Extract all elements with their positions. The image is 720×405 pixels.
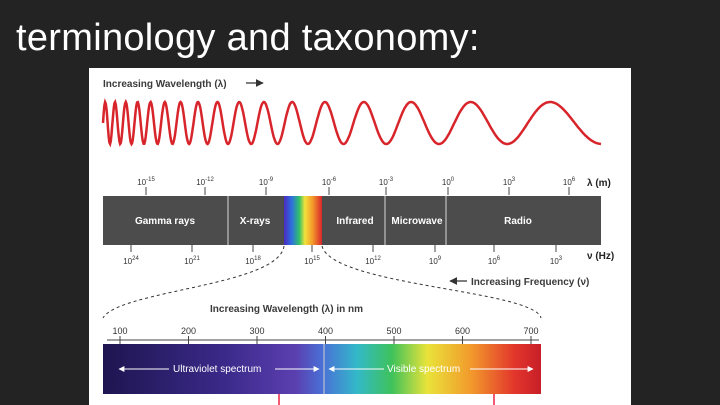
zoom-line-right <box>321 245 542 319</box>
wavelength-header: Increasing Wavelength (λ) <box>103 79 227 90</box>
tick-label: 1021 <box>184 256 200 266</box>
frequency-ticks: 1024 1021 1018 1015 1012 109 106 103 <box>123 245 563 266</box>
tick-label: 106 <box>488 256 501 266</box>
nm-tick-label: 100 <box>112 326 127 336</box>
tick-label: 109 <box>429 256 442 266</box>
tick-label: 1024 <box>123 256 139 266</box>
tick-label: 1018 <box>245 256 261 266</box>
tick-label: 103 <box>503 177 516 187</box>
tick-label: 1015 <box>304 256 320 266</box>
tick-label: 1012 <box>365 256 381 266</box>
tick-label: 10-6 <box>322 177 337 187</box>
nm-ticks: 100 200 300 400 500 600 700 <box>107 326 539 344</box>
spectrum-band <box>103 344 541 394</box>
tick-label: 103 <box>550 256 563 266</box>
visible-band <box>284 196 322 245</box>
nm-tick-label: 600 <box>455 326 470 336</box>
wavelength-ticks: 10-15 10-12 10-9 10-6 10-3 100 103 106 <box>137 177 576 195</box>
nm-tick-label: 300 <box>249 326 264 336</box>
nm-tick-label: 700 <box>523 326 538 336</box>
frequency-axis-label: ν (Hz) <box>587 251 614 262</box>
tick-label: 10-12 <box>196 177 214 187</box>
band-microwave: Microwave <box>391 216 443 227</box>
tick-label: 100 <box>442 177 455 187</box>
tick-label: 10-9 <box>259 177 274 187</box>
visible-label: Visible spectrum <box>387 364 460 375</box>
wave-line <box>101 98 602 148</box>
band-gamma-rays: Gamma rays <box>135 216 195 227</box>
tick-label: 106 <box>563 177 576 187</box>
wavelength-axis-label: λ (m) <box>587 178 611 189</box>
band-bar <box>103 196 601 245</box>
em-spectrum-figure: Increasing Wavelength (λ) 10-15 10-12 10-9… <box>89 68 631 405</box>
visible-header: Increasing Wavelength (λ) in nm <box>210 304 363 315</box>
nm-tick-label: 200 <box>181 326 196 336</box>
nm-tick-label: 500 <box>386 326 401 336</box>
band-x-rays: X-rays <box>240 216 271 227</box>
nm-tick-label: 400 <box>318 326 333 336</box>
tick-label: 10-15 <box>137 177 155 187</box>
uv-label: Ultraviolet spectrum <box>173 364 261 375</box>
tick-label: 10-3 <box>379 177 394 187</box>
band-radio: Radio <box>504 216 532 227</box>
spectrum-diagram: Increasing Wavelength (λ) 10-15 10-12 10-9… <box>101 79 614 405</box>
band-infrared: Infrared <box>336 216 373 227</box>
slide-title: terminology and taxonomy: <box>16 17 480 59</box>
frequency-caption: Increasing Frequency (ν) <box>471 277 589 288</box>
